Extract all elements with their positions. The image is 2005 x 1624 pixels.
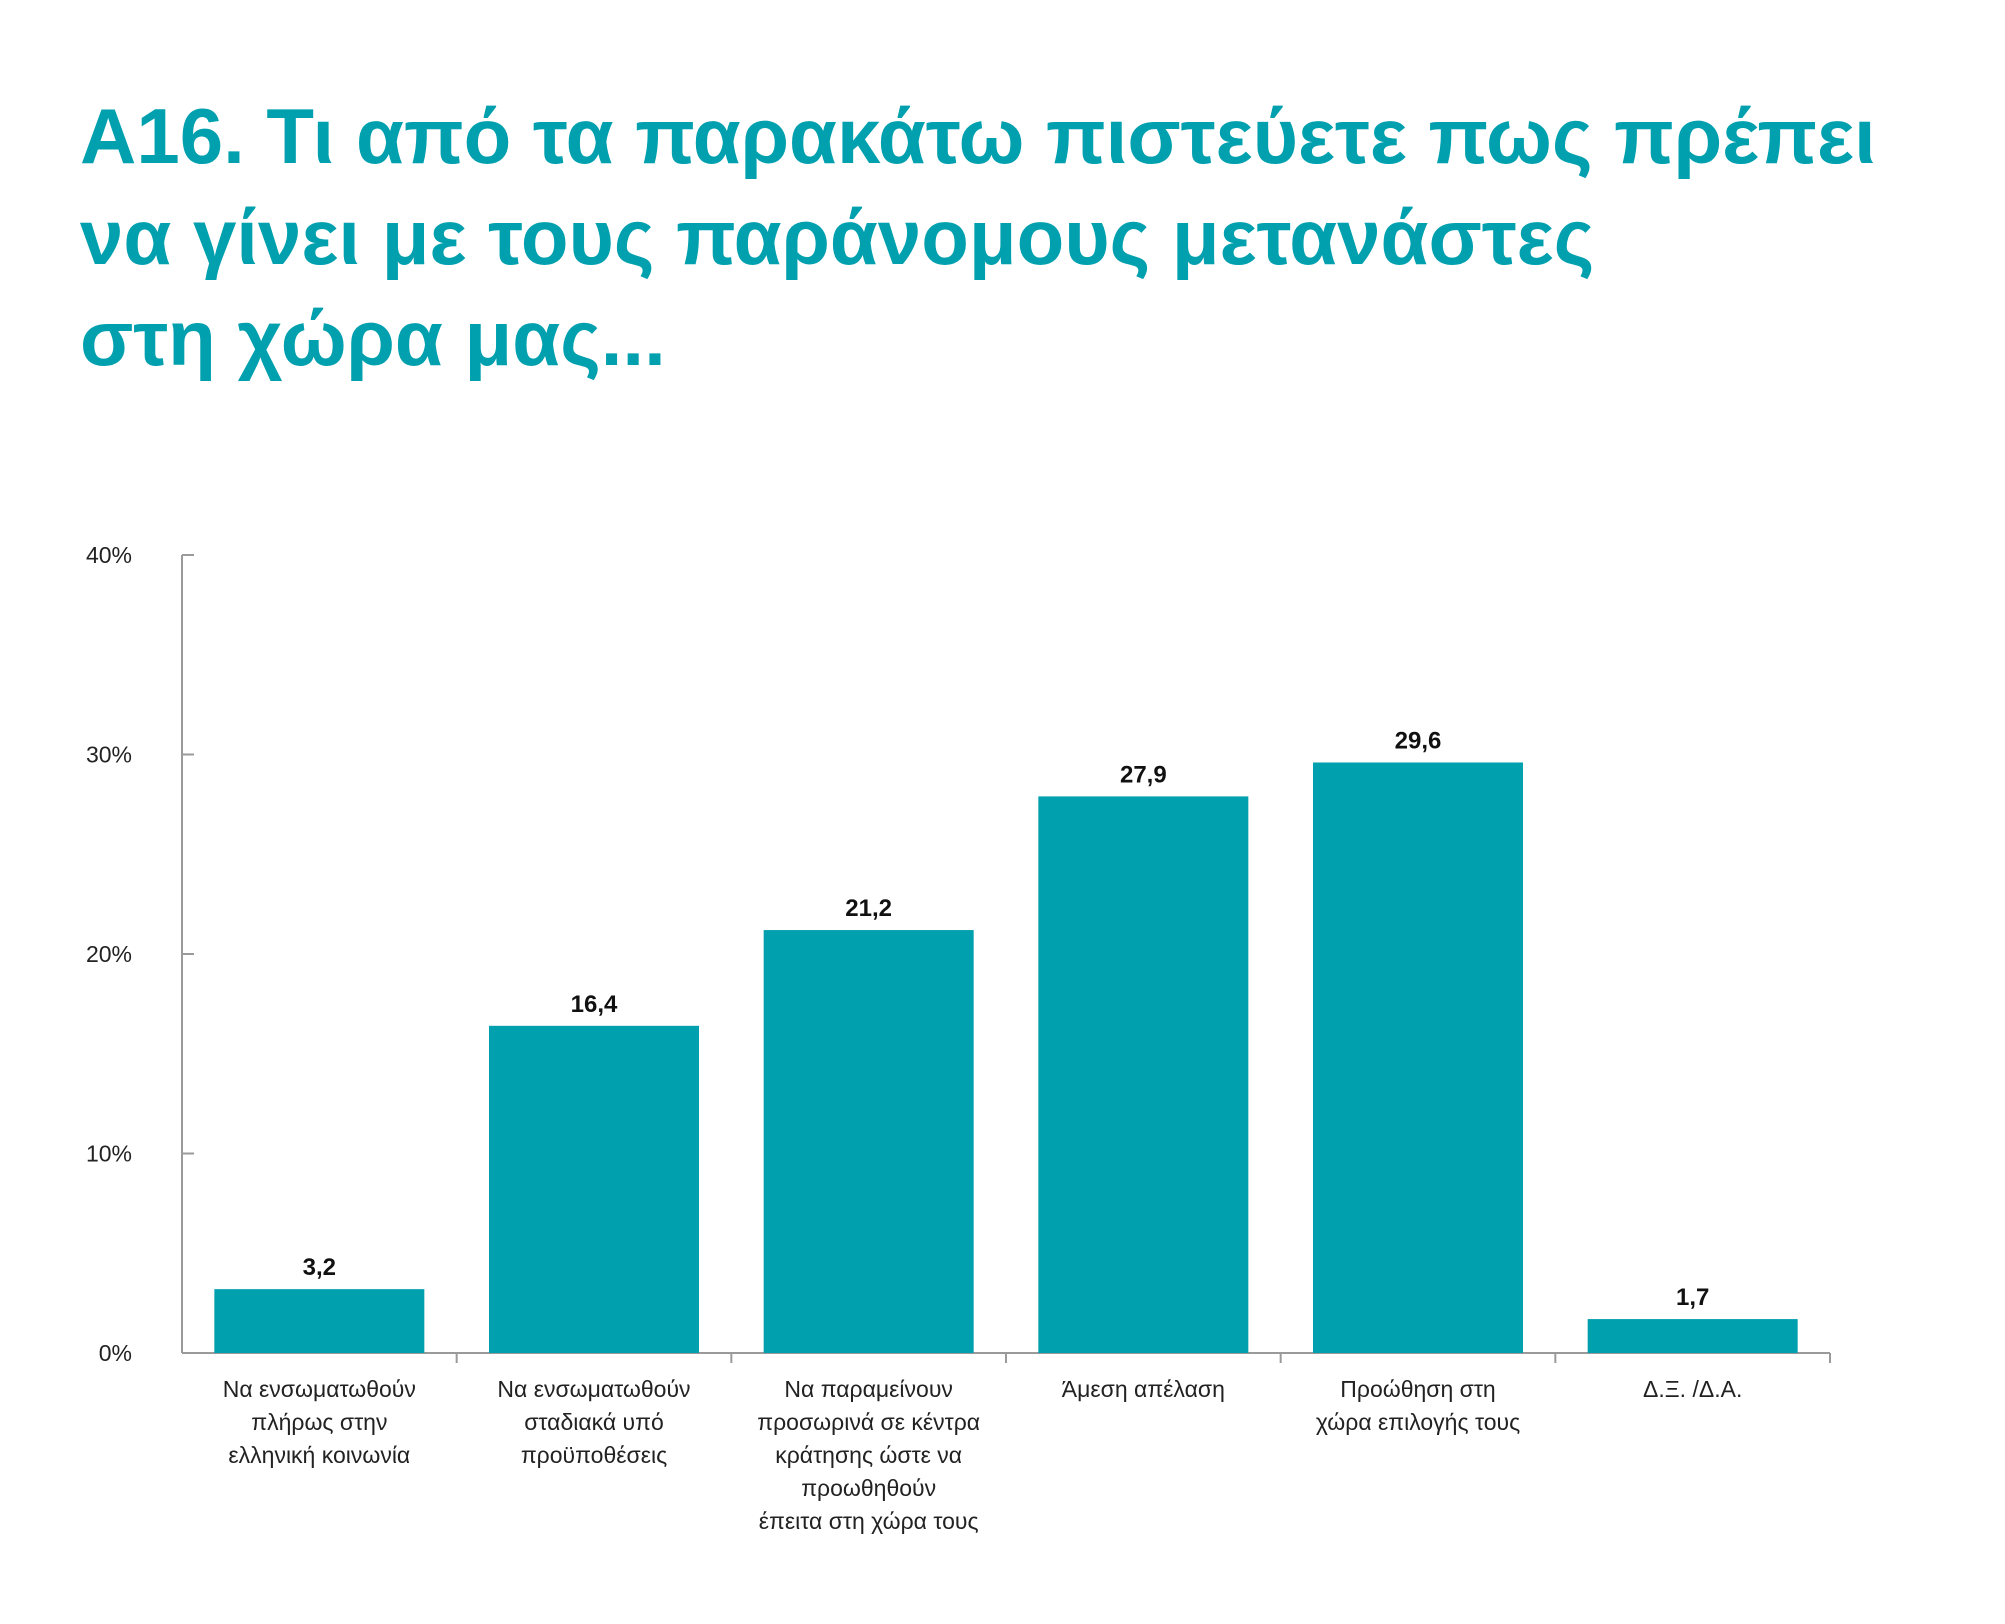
bar-4 [1038, 796, 1249, 1353]
y-tick-label-40: 40% [86, 542, 132, 568]
value-label-5: 29,6 [1395, 727, 1442, 754]
category-label-5-line-2: χώρα επιλογής τους [1316, 1409, 1520, 1435]
category-label-3-line-4: προωθηθούν [801, 1475, 936, 1501]
value-label-3: 21,2 [845, 895, 892, 922]
category-label-6: Δ.Ξ. /Δ.Α. [1643, 1376, 1742, 1402]
category-label-2: Να ενσωματωθούν σταδιακά υπό προϋποθέσεις [497, 1376, 690, 1468]
category-label-3-line-2: προσωρινά σε κέντρα [757, 1409, 980, 1435]
category-label-3-line-3: κράτησης ώστε να [775, 1442, 962, 1468]
bar-5 [1313, 762, 1523, 1353]
bars [214, 762, 1798, 1353]
value-label-4: 27,9 [1120, 761, 1167, 788]
value-labels: 3,2 16,4 21,2 27,9 29,6 1,7 [303, 727, 1710, 1311]
category-label-1-line-3: ελληνική κοινωνία [228, 1442, 410, 1468]
chart-title-line-2: να γίνει με τους παράνομους μετανάστες [80, 193, 1595, 281]
value-label-2: 16,4 [571, 991, 618, 1018]
value-label-1: 3,2 [303, 1254, 336, 1281]
bar-2 [489, 1025, 699, 1353]
y-tick-label-0: 0% [99, 1340, 132, 1366]
category-label-2-line-3: προϋποθέσεις [521, 1442, 667, 1468]
category-label-3-line-5: έπειτα στη χώρα τους [759, 1508, 979, 1534]
category-label-1-line-1: Να ενσωματωθούν [223, 1376, 416, 1402]
category-label-5: Προώθηση στη χώρα επιλογής τους [1316, 1376, 1520, 1435]
category-label-1-line-2: πλήρως στην [251, 1409, 387, 1435]
category-label-2-line-1: Να ενσωματωθούν [497, 1376, 690, 1402]
x-axis [182, 1352, 1831, 1363]
category-label-1: Να ενσωματωθούν πλήρως στην ελληνική κοινω… [223, 1376, 416, 1468]
y-tick-label-10: 10% [86, 1141, 132, 1167]
y-tick-label-20: 20% [86, 941, 132, 967]
category-label-3: Να παραμείνουν προσωρινά σε κέντρα κράτηση… [757, 1376, 980, 1534]
category-label-6-line-1: Δ.Ξ. /Δ.Α. [1643, 1376, 1742, 1402]
bar-3 [763, 930, 974, 1353]
category-label-4: Άμεση απέλαση [1062, 1376, 1225, 1402]
category-label-5-line-1: Προώθηση στη [1340, 1376, 1495, 1402]
bar-6 [1587, 1319, 1798, 1353]
chart-title-line-1: Α16. Τι από τα παρακάτω πιστεύετε πως πρ… [80, 92, 1876, 180]
value-label-6: 1,7 [1676, 1284, 1709, 1311]
category-labels: Να ενσωματωθούν πλήρως στην ελληνική κοινω… [223, 1376, 1743, 1534]
category-label-3-line-1: Να παραμείνουν [784, 1376, 953, 1402]
y-axis: 0% 10% 20% 30% 40% [86, 542, 194, 1366]
chart-title-line-3: στη χώρα μας... [80, 294, 666, 382]
category-label-2-line-2: σταδιακά υπό [524, 1409, 664, 1435]
category-label-4-line-1: Άμεση απέλαση [1062, 1376, 1225, 1402]
bar-1 [214, 1289, 425, 1353]
chart-title: Α16. Τι από τα παρακάτω πιστεύετε πως πρ… [80, 86, 1960, 389]
y-tick-label-30: 30% [86, 742, 132, 768]
